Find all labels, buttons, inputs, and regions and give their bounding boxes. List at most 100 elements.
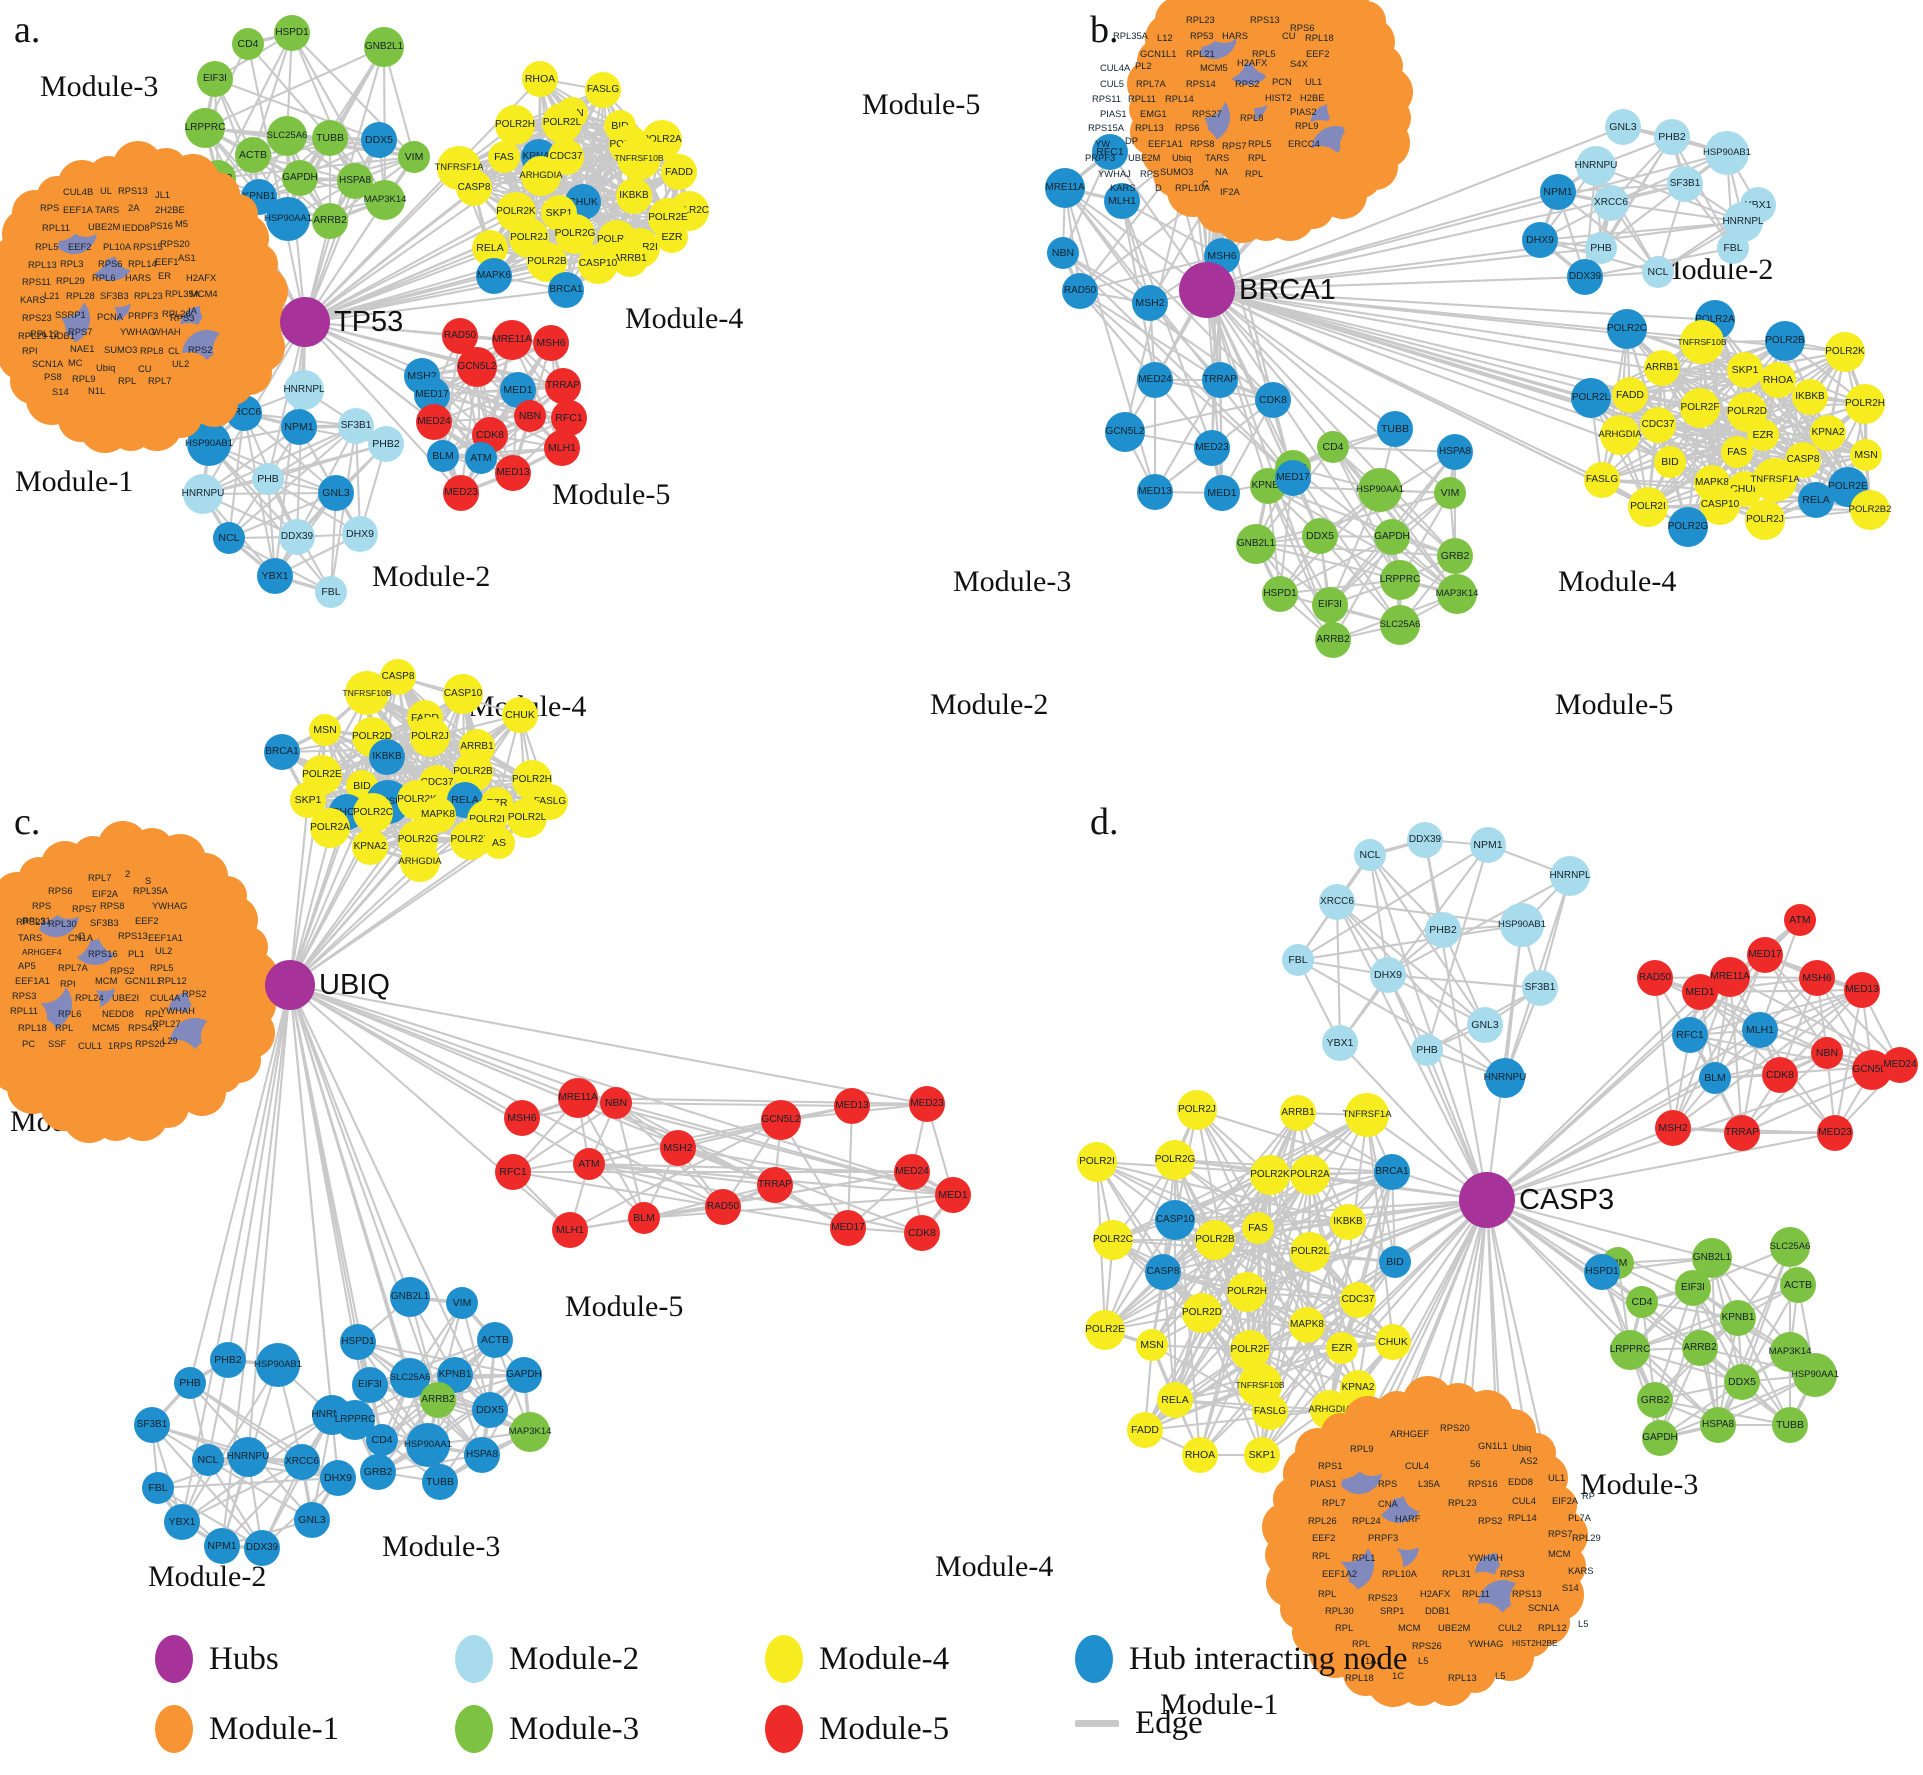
node-d-kpnb1[interactable]: KPNB1 <box>1720 1300 1756 1336</box>
node-d-ddx5[interactable]: DDX5 <box>1724 1364 1760 1400</box>
node-b-med13[interactable]: MED13 <box>1137 474 1173 510</box>
node-b-polr2l[interactable]: POLR2L <box>1571 378 1611 418</box>
node-a-polr2h[interactable]: POLR2H <box>495 105 535 145</box>
node-a-ncl[interactable]: NCL <box>213 522 245 554</box>
node-b-hsp90aa1[interactable]: HSP90AA1 <box>1356 468 1404 512</box>
node-d-polr2a[interactable]: POLR2A <box>1290 1155 1330 1195</box>
node-d-tubb[interactable]: TUBB <box>1772 1407 1808 1443</box>
node-a-lrpprc[interactable]: LRPPRC <box>185 108 225 148</box>
node-a-msh6[interactable]: MSH6 <box>533 325 569 361</box>
node-d-hsp90aa1[interactable]: HSP90AA1 <box>1791 1353 1839 1397</box>
node-a-fadd[interactable]: FADD <box>661 154 697 190</box>
node-a-casp8[interactable]: CASP8 <box>456 170 492 206</box>
node-a-hnrnpl[interactable]: HNRNPL <box>283 370 325 410</box>
node-a-gcn5l2[interactable]: GCN5L2 <box>457 347 497 387</box>
node-b-map3k14[interactable]: MAP3K14 <box>1436 574 1478 614</box>
node-d-polr2l[interactable]: POLR2L <box>1290 1232 1330 1272</box>
node-d-polr2i[interactable]: POLR2I <box>1077 1142 1117 1182</box>
node-b-lrpprc[interactable]: LRPPRC <box>1380 560 1420 600</box>
node-b-casp10[interactable]: CASP10 <box>1700 485 1740 525</box>
node-b-rad50[interactable]: RAD50 <box>1062 273 1098 309</box>
node-d-gnl3[interactable]: GNL3 <box>1467 1007 1503 1043</box>
node-d-ikbkb[interactable]: IKBKB <box>1330 1204 1366 1240</box>
node-a-arrb2[interactable]: ARRB2 <box>312 203 348 239</box>
node-d-trrap[interactable]: TRRAP <box>1724 1115 1760 1151</box>
node-c-phb2[interactable]: PHB2 <box>210 1342 246 1378</box>
node-b-ikbkb[interactable]: IKBKB <box>1792 379 1828 415</box>
node-a-nbn[interactable]: NBN <box>514 400 546 432</box>
node-d-phb2[interactable]: PHB2 <box>1425 912 1461 948</box>
node-b-cdk8[interactable]: CDK8 <box>1255 382 1291 418</box>
hub-node-d[interactable] <box>1459 1172 1515 1228</box>
node-c-xrcc6[interactable]: XRCC6 <box>284 1444 320 1480</box>
node-a-polr2l[interactable]: POLR2L <box>542 103 582 143</box>
node-d-med13[interactable]: MED13 <box>1844 972 1880 1008</box>
node-d-hnrnpu[interactable]: HNRNPU <box>1484 1058 1526 1098</box>
module1-node[interactable] <box>1196 0 1245 18</box>
node-b-kpna2[interactable]: KPNA2 <box>1810 415 1846 451</box>
node-b-arrb1[interactable]: ARRB1 <box>1644 350 1680 386</box>
node-b-hspa8[interactable]: HSPA8 <box>1437 434 1473 470</box>
node-b-tnfrsf1a[interactable]: TNFRSF1A <box>1750 458 1800 502</box>
node-a-vim[interactable]: VIM <box>398 141 430 173</box>
node-b-vim[interactable]: VIM <box>1434 477 1466 509</box>
node-d-atm[interactable]: ATM <box>1784 904 1816 936</box>
node-a-hsp90aa1[interactable]: HSP90AA1 <box>264 197 312 241</box>
node-a-slc25a6[interactable]: SLC25A6 <box>267 116 307 156</box>
node-b-med1[interactable]: MED1 <box>1204 475 1240 511</box>
node-d-arrb1[interactable]: ARRB1 <box>1280 1095 1316 1131</box>
node-d-polr2c[interactable]: POLR2C <box>1093 1220 1133 1260</box>
node-b-cd4[interactable]: CD4 <box>1317 431 1349 463</box>
node-b-hsp90ab1[interactable]: HSP90AB1 <box>1703 131 1751 175</box>
node-a-gnb2l1[interactable]: GNB2L1 <box>364 27 404 67</box>
node-b-tnfrsf10b[interactable]: TNFRSF10B <box>1677 320 1727 364</box>
node-b-med24[interactable]: MED24 <box>1137 362 1173 398</box>
node-d-arrb2[interactable]: ARRB2 <box>1682 1330 1718 1366</box>
node-a-faslg[interactable]: FASLG <box>585 72 621 108</box>
node-d-msh2[interactable]: MSH2 <box>1655 1110 1691 1146</box>
node-a-phb2[interactable]: PHB2 <box>368 426 404 462</box>
node-b-polr2f[interactable]: POLR2F <box>1680 388 1720 428</box>
module1-node[interactable] <box>1247 0 1298 1</box>
node-b-polr2j[interactable]: POLR2J <box>1745 500 1785 540</box>
node-d-ybx1[interactable]: YBX1 <box>1322 1025 1358 1061</box>
node-b-rfc1[interactable]: RFC1 <box>1092 134 1128 170</box>
node-b-nbn[interactable]: NBN <box>1047 237 1079 269</box>
module1-node[interactable] <box>1225 0 1268 9</box>
node-d-polr2j[interactable]: POLR2J <box>1177 1090 1217 1130</box>
node-d-rhoa[interactable]: RHOA <box>1182 1437 1218 1473</box>
node-d-cd4[interactable]: CD4 <box>1626 1286 1658 1318</box>
node-b-arrb2[interactable]: ARRB2 <box>1315 622 1351 658</box>
hub-node-b[interactable] <box>1179 262 1235 318</box>
node-c-phb[interactable]: PHB <box>174 1367 206 1399</box>
node-d-fas[interactable]: FAS <box>1242 1212 1274 1244</box>
node-a-npm1[interactable]: NPM1 <box>281 409 317 445</box>
node-d-faslg[interactable]: FASLG <box>1252 1394 1288 1430</box>
node-d-hsp90ab1[interactable]: HSP90AB1 <box>1498 903 1546 947</box>
node-b-bid[interactable]: BID <box>1654 446 1686 478</box>
node-d-fadd[interactable]: FADD <box>1127 1412 1163 1448</box>
node-b-med17[interactable]: MED17 <box>1275 460 1311 496</box>
node-b-polr2k[interactable]: POLR2K <box>1825 332 1865 372</box>
node-c-hnrnpu[interactable]: HNRNPU <box>227 1437 269 1477</box>
module1-node[interactable] <box>57 395 104 442</box>
node-c-npm1[interactable]: NPM1 <box>204 1528 240 1564</box>
node-b-polr2h[interactable]: POLR2H <box>1845 384 1885 424</box>
node-b-gcn5l2[interactable]: GCN5L2 <box>1105 412 1145 452</box>
node-d-sf3b1[interactable]: SF3B1 <box>1522 970 1558 1006</box>
node-a-ybx1[interactable]: YBX1 <box>257 558 293 594</box>
node-d-casp10[interactable]: CASP10 <box>1155 1200 1195 1240</box>
node-d-grb2[interactable]: GRB2 <box>1637 1382 1673 1418</box>
node-d-ddx39[interactable]: DDX39 <box>1407 822 1443 858</box>
node-d-actb[interactable]: ACTB <box>1780 1267 1816 1303</box>
node-a-trrap[interactable]: TRRAP <box>545 368 581 404</box>
node-b-gnb2l1[interactable]: GNB2L1 <box>1236 524 1276 564</box>
node-d-polr2k[interactable]: POLR2K <box>1250 1155 1290 1195</box>
node-d-hspa8[interactable]: HSPA8 <box>1700 1407 1736 1443</box>
node-b-skp1[interactable]: SKP1 <box>1727 352 1763 388</box>
node-d-hspd1[interactable]: HSPD1 <box>1584 1254 1620 1290</box>
node-b-gapdh[interactable]: GAPDH <box>1374 519 1410 555</box>
node-d-cdc37[interactable]: CDC37 <box>1340 1282 1376 1318</box>
node-c-ncl[interactable]: NCL <box>192 1444 224 1476</box>
node-a-casp10[interactable]: CASP10 <box>578 244 618 284</box>
